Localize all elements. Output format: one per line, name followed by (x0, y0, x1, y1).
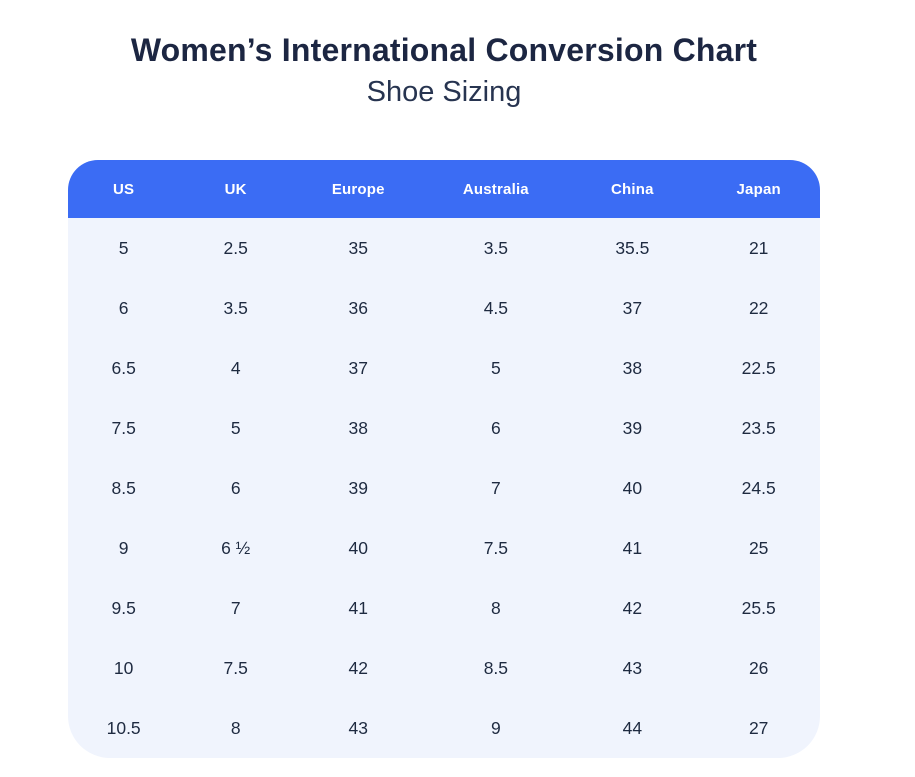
page-title: Women’s International Conversion Chart (130, 32, 758, 68)
table-cell: 21 (748, 237, 769, 258)
page-subtitle: Shoe Sizing (366, 76, 522, 108)
table-cell: 7 (490, 477, 501, 498)
table-cell: 9.5 (111, 597, 136, 618)
page-content: Women’s International Conversion Chart S… (68, 0, 820, 758)
column-header-china: China (611, 180, 654, 198)
table-cell: 42 (622, 597, 643, 618)
table-cell: 7.5 (111, 417, 136, 438)
table-cell: 37 (348, 357, 368, 378)
column-header-australia: Australia (462, 180, 529, 198)
table-cell: 6.5 (111, 357, 136, 378)
column-header-europe: Europe (331, 180, 385, 198)
table-cell: 10.5 (106, 717, 141, 738)
table-cell: 25 (748, 537, 769, 558)
table-cell: 6 ½ (221, 537, 251, 558)
table-cell: 2.5 (223, 237, 248, 258)
table-row: 10.5 8 43 9 44 27 (68, 698, 820, 758)
table-cell: 39 (622, 417, 643, 438)
table-row: 10 7.5 42 8.5 43 26 (68, 638, 820, 698)
table-cell: 6 (230, 477, 241, 498)
column-header-japan: Japan (736, 180, 781, 198)
table-cell: 41 (622, 537, 643, 558)
table-cell: 7 (230, 597, 241, 618)
conversion-table-card: US UK Europe Australia China Japan 5 2.5… (68, 160, 820, 758)
table-cell: 8.5 (111, 477, 136, 498)
table-cell: 9 (490, 717, 501, 738)
table-cell: 43 (622, 657, 643, 678)
table-cell: 38 (622, 357, 643, 378)
table-cell: 39 (348, 477, 368, 498)
table-cell: 22.5 (741, 357, 776, 378)
table-cell: 3.5 (483, 237, 509, 258)
table-row: 6.5 4 37 5 38 22.5 (68, 338, 820, 398)
table-body: 5 2.5 35 3.5 35.5 21 6 3.5 36 4.5 37 22 … (68, 218, 820, 758)
table-cell: 5 (490, 357, 501, 378)
table-header-row: US UK Europe Australia China Japan (68, 160, 820, 218)
table-cell: 42 (348, 657, 368, 678)
table-cell: 8 (230, 717, 241, 738)
table-cell: 38 (348, 417, 368, 438)
table-cell: 5 (118, 237, 129, 258)
shoe-size-conversion-table: US UK Europe Australia China Japan 5 2.5… (68, 160, 820, 758)
table-row: 5 2.5 35 3.5 35.5 21 (68, 218, 820, 278)
table-cell: 36 (348, 297, 368, 318)
table-cell: 25.5 (741, 597, 776, 618)
table-cell: 35 (348, 237, 368, 258)
table-cell: 27 (748, 717, 769, 738)
table-cell: 40 (348, 537, 368, 558)
table-cell: 22 (748, 297, 769, 318)
table-cell: 4.5 (483, 297, 509, 318)
table-cell: 23.5 (741, 417, 776, 438)
table-cell: 9 (118, 537, 129, 558)
table-cell: 10 (113, 657, 134, 678)
table-cell: 37 (622, 297, 643, 318)
table-cell: 35.5 (615, 237, 650, 258)
table-cell: 6 (490, 417, 501, 438)
table-row: 9.5 7 41 8 42 25.5 (68, 578, 820, 638)
table-row: 6 3.5 36 4.5 37 22 (68, 278, 820, 338)
column-header-us: US (113, 180, 135, 198)
table-cell: 5 (230, 417, 241, 438)
table-row: 8.5 6 39 7 40 24.5 (68, 458, 820, 518)
table-cell: 7.5 (223, 657, 248, 678)
column-header-uk: UK (224, 180, 247, 198)
table-cell: 24.5 (741, 477, 776, 498)
table-cell: 40 (622, 477, 643, 498)
table-cell: 3.5 (223, 297, 248, 318)
table-cell: 43 (348, 717, 368, 738)
table-row: 9 6 ½ 40 7.5 41 25 (68, 518, 820, 578)
table-row: 7.5 5 38 6 39 23.5 (68, 398, 820, 458)
table-cell: 6 (118, 297, 129, 318)
table-cell: 8 (490, 597, 501, 618)
table-cell: 4 (230, 357, 241, 378)
table-cell: 26 (748, 657, 769, 678)
table-cell: 8.5 (483, 657, 509, 678)
table-cell: 7.5 (483, 537, 509, 558)
table-cell: 41 (348, 597, 368, 618)
table-cell: 44 (622, 717, 643, 738)
